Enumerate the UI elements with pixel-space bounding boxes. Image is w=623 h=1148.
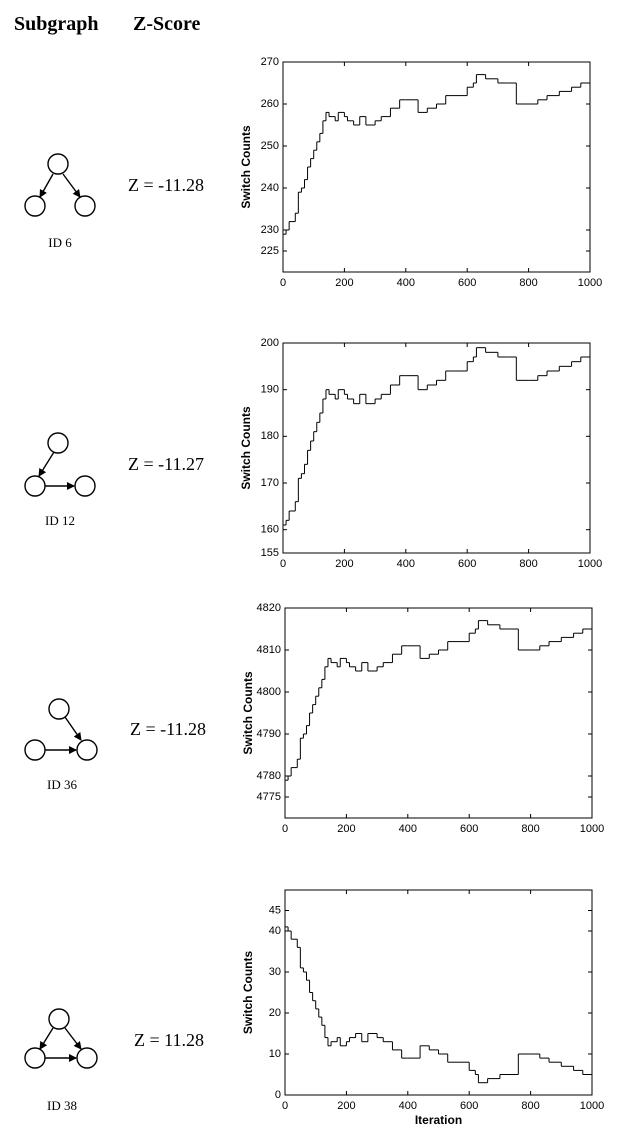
z-score: Z = 11.28 — [134, 1030, 204, 1050]
x-tick-label: 400 — [397, 277, 415, 289]
x-tick-label: 1000 — [578, 558, 602, 570]
header-zscore: Z-Score — [133, 13, 201, 35]
x-tick-label: 0 — [280, 558, 286, 570]
y-axis-label: Switch Counts — [241, 951, 255, 1035]
y-tick-label: 170 — [261, 477, 279, 489]
subgraph-id: ID 12 — [45, 513, 75, 528]
subgraph-icon — [24, 1008, 98, 1069]
y-tick-label: 10 — [269, 1048, 281, 1060]
y-tick-label: 40 — [269, 925, 281, 937]
y-tick-label: 230 — [261, 224, 279, 236]
x-tick-label: 200 — [337, 823, 355, 835]
y-tick-label: 4820 — [257, 602, 281, 614]
y-tick-label: 225 — [261, 245, 279, 257]
y-tick-label: 45 — [269, 904, 281, 916]
x-tick-label: 400 — [399, 1100, 417, 1112]
y-tick-label: 20 — [269, 1007, 281, 1019]
y-tick-label: 4775 — [257, 791, 281, 803]
y-tick-label: 190 — [261, 384, 279, 396]
y-tick-label: 30 — [269, 966, 281, 978]
x-tick-label: 600 — [460, 1100, 478, 1112]
plot-area — [284, 607, 593, 819]
y-axis-label: Switch Counts — [239, 406, 253, 490]
x-tick-label: 600 — [460, 823, 478, 835]
y-axis-label: Switch Counts — [239, 125, 253, 209]
x-tick-label: 1000 — [580, 823, 604, 835]
subgraph-id: ID 38 — [47, 1098, 77, 1113]
y-tick-label: 270 — [261, 56, 279, 68]
subgraph-id: ID 6 — [48, 235, 72, 250]
subgraph-icon — [24, 432, 96, 497]
y-tick-label: 260 — [261, 98, 279, 110]
y-tick-label: 4800 — [257, 686, 281, 698]
z-score: Z = -11.28 — [130, 719, 206, 739]
y-tick-label: 180 — [261, 430, 279, 442]
x-tick-label: 600 — [458, 277, 476, 289]
subgraph-icon — [24, 698, 98, 761]
y-tick-label: 4790 — [257, 728, 281, 740]
z-score: Z = -11.27 — [128, 454, 204, 474]
x-tick-label: 600 — [458, 558, 476, 570]
x-tick-label: 800 — [521, 1100, 539, 1112]
x-tick-label: 1000 — [578, 277, 602, 289]
subgraph-icon — [24, 153, 96, 217]
y-tick-label: 4780 — [257, 770, 281, 782]
plot-area — [284, 889, 593, 1096]
y-tick-label: 250 — [261, 140, 279, 152]
x-tick-label: 400 — [399, 823, 417, 835]
x-tick-label: 1000 — [580, 1100, 604, 1112]
x-tick-label: 0 — [282, 823, 288, 835]
x-tick-label: 800 — [521, 823, 539, 835]
x-tick-label: 200 — [335, 558, 353, 570]
x-tick-label: 0 — [280, 277, 286, 289]
x-tick-label: 400 — [397, 558, 415, 570]
plot-area — [282, 61, 591, 273]
x-tick-label: 200 — [335, 277, 353, 289]
y-tick-label: 200 — [261, 337, 279, 349]
y-tick-label: 0 — [275, 1089, 281, 1101]
x-axis-label: Iteration — [415, 1113, 462, 1127]
y-tick-label: 155 — [261, 547, 279, 559]
y-tick-label: 4810 — [257, 644, 281, 656]
x-tick-label: 0 — [282, 1100, 288, 1112]
x-tick-label: 800 — [519, 558, 537, 570]
subgraph-id: ID 36 — [47, 777, 77, 792]
y-tick-label: 240 — [261, 182, 279, 194]
x-tick-label: 800 — [519, 277, 537, 289]
x-tick-label: 200 — [337, 1100, 355, 1112]
y-tick-label: 160 — [261, 524, 279, 536]
z-score: Z = -11.28 — [128, 175, 204, 195]
y-axis-label: Switch Counts — [241, 671, 255, 755]
plot-area — [282, 342, 591, 554]
header-subgraph: Subgraph — [14, 13, 99, 35]
